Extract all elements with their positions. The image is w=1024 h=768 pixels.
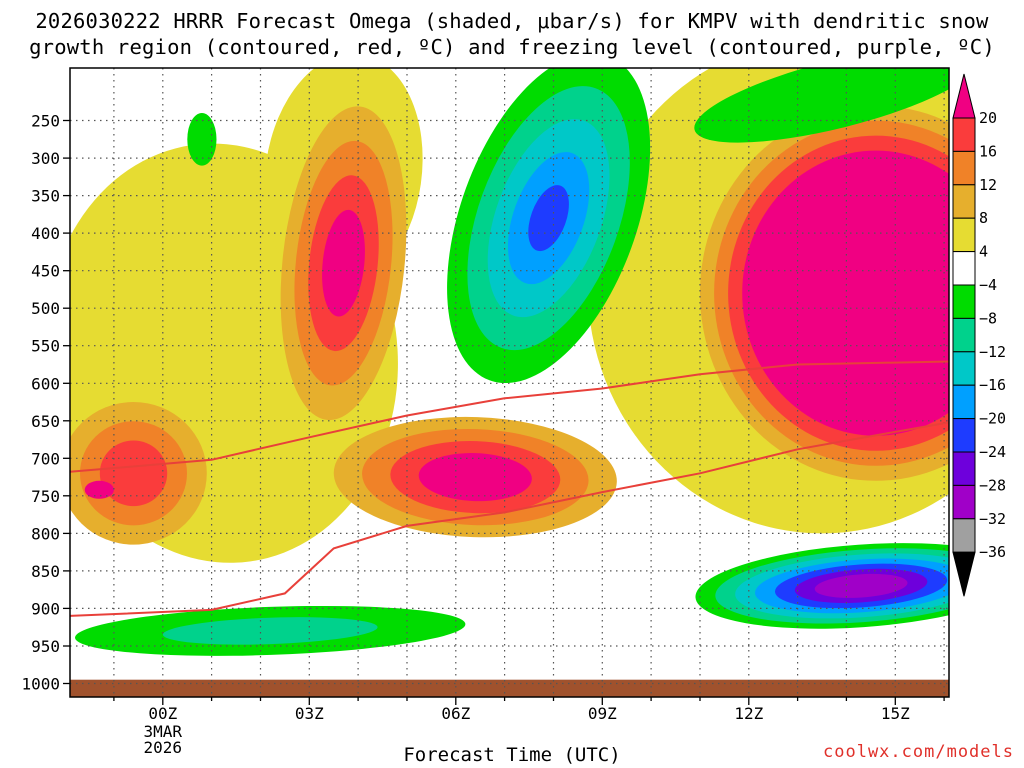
- colorbar-swatch: [952, 418, 976, 453]
- upward-mid-max-band-ge_20: [322, 209, 365, 317]
- colorbar-bottom-arrow: [952, 551, 976, 597]
- y-tick-label: 250: [31, 112, 60, 131]
- colorbar-label: −24: [979, 443, 1006, 461]
- colorbar-label: −4: [979, 276, 997, 294]
- colorbar-label: 12: [979, 176, 997, 194]
- omega-field: [70, 68, 949, 656]
- x-tick-label: 15Z: [881, 704, 910, 723]
- chart-title-line-2: growth region (contoured, red, ºC) and f…: [29, 35, 995, 59]
- colorbar-label: −8: [979, 309, 997, 327]
- chart-title-line-1: 2026030222 HRRR Forecast Omega (shaded, …: [35, 9, 989, 33]
- y-axis: 250 300 350 400 450 500 550 600 650 700 750 800 850 9…: [21, 112, 70, 694]
- colorbar-label: 20: [979, 109, 997, 127]
- colorbar-swatch: [952, 518, 976, 553]
- downward-upper-small-band--8_-4: [187, 113, 217, 166]
- downward-top-right-band--8_-4: [694, 68, 949, 143]
- x-tick-label: 06Z: [441, 704, 470, 723]
- colorbar-label: −32: [979, 510, 1006, 528]
- y-tick-label: 350: [31, 187, 60, 206]
- x-tick-label: 12Z: [734, 704, 763, 723]
- credit-text: coolwx.com/models: [823, 742, 1014, 762]
- x-tick-label: 00Z: [148, 704, 177, 723]
- upward-left-core-band-ge_20: [84, 480, 114, 499]
- colorbar-swatch: [952, 217, 976, 253]
- x-tick-label: 09Z: [588, 704, 617, 723]
- colorbar-label: −36: [979, 543, 1006, 561]
- grid-lines: [70, 68, 949, 697]
- y-tick-label: 950: [31, 637, 60, 656]
- colorbar: 20 16 12 8 4 −4 −8 −12 −16 −20 −24 −28 −32 −36: [952, 73, 1006, 597]
- plot-frame: [69, 67, 950, 698]
- y-tick-label: 700: [31, 449, 60, 468]
- colorbar-label: 8: [979, 209, 988, 227]
- downward-mid-tongue-band--24_-20: [528, 185, 569, 252]
- contour-lines: [70, 360, 949, 617]
- y-tick-label: 800: [31, 524, 60, 543]
- colorbar-top-arrow: [952, 73, 976, 119]
- upward-left-max-band-16_20: [99, 440, 168, 507]
- colorbar-swatch: [952, 184, 976, 219]
- colorbar-swatch: [952, 251, 976, 286]
- y-tick-label: 750: [31, 487, 60, 506]
- y-tick-label: 600: [31, 374, 60, 393]
- terrain-fill: [70, 679, 949, 697]
- downward-low-right-band--32_-28: [814, 573, 908, 598]
- colorbar-label: 4: [979, 243, 988, 261]
- colorbar-swatch: [952, 351, 976, 386]
- colorbar-swatch: [952, 384, 976, 420]
- y-tick-label: 550: [31, 337, 60, 356]
- colorbar-label: −28: [979, 476, 1006, 494]
- y-tick-label: 500: [31, 299, 60, 318]
- x-tick-label: 03Z: [295, 704, 324, 723]
- contour-line-upper: [70, 360, 949, 473]
- y-tick-label: 900: [31, 599, 60, 618]
- colorbar-label: −12: [979, 343, 1006, 361]
- colorbar-label: 16: [979, 142, 997, 160]
- y-tick-label: 1000: [21, 675, 60, 694]
- colorbar-swatch: [952, 317, 976, 353]
- colorbar-swatch: [952, 484, 976, 520]
- y-tick-label: 650: [31, 412, 60, 431]
- upward-low-max-band-ge_20: [418, 453, 532, 502]
- x-tick-sublabel: 2026: [144, 738, 183, 757]
- y-tick-label: 850: [31, 562, 60, 581]
- y-tick-label: 450: [31, 262, 60, 281]
- plot-area: [70, 68, 949, 697]
- y-tick-label: 400: [31, 224, 60, 243]
- colorbar-swatch: [952, 150, 976, 186]
- x-axis-label: Forecast Time (UTC): [403, 744, 621, 766]
- colorbar-swatch: [952, 451, 976, 486]
- colorbar-swatch: [952, 284, 976, 319]
- downward-low-left-band--12_-8: [162, 617, 378, 645]
- contour-line-lower: [70, 421, 949, 617]
- colorbar-swatch: [952, 117, 976, 152]
- chart-title: 2026030222 HRRR Forecast Omega (shaded, …: [0, 8, 1024, 60]
- terrain-surface: [70, 679, 949, 697]
- colorbar-label: −16: [979, 376, 1006, 394]
- colorbar-label: −20: [979, 410, 1006, 428]
- x-tick-sublabel: 3MAR: [144, 722, 183, 741]
- y-tick-label: 300: [31, 149, 60, 168]
